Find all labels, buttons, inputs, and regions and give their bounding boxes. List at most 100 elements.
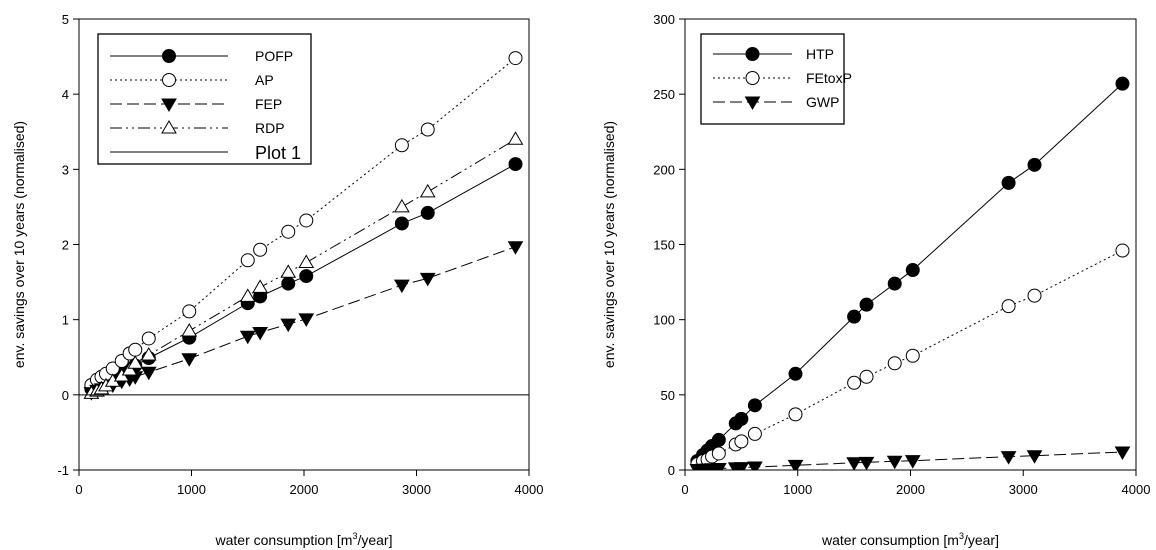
series-ap-point bbox=[281, 224, 296, 239]
chart-panel-2: 0 1000 2000 3000 4000 0 50 100 150 200 250 300 water… bbox=[601, 12, 1150, 548]
legend-ap-marker bbox=[162, 73, 176, 87]
series-gwp-point bbox=[747, 461, 763, 470]
series-htp-point bbox=[1001, 175, 1016, 190]
series-fep-point bbox=[280, 318, 297, 333]
y-tick-label: 5 bbox=[62, 12, 69, 27]
legend-plot-1-label: Plot 1 bbox=[255, 143, 301, 163]
series-rdp-point bbox=[121, 362, 138, 376]
y-tick-label: 50 bbox=[661, 388, 675, 403]
series-rdp-point bbox=[140, 347, 157, 361]
series-htp-point bbox=[887, 276, 902, 291]
series-gwp-point bbox=[1026, 450, 1043, 464]
y-tick-label: 2 bbox=[62, 238, 69, 253]
series-fetoxp-point bbox=[887, 356, 902, 371]
x-axis-label-superscript: 3 bbox=[352, 531, 357, 541]
series-rdp-point bbox=[507, 131, 524, 145]
legend-box bbox=[700, 33, 845, 125]
legend-pofp-marker bbox=[162, 49, 176, 63]
series-fep-point bbox=[140, 366, 157, 381]
x-axis-label-superscript: 3 bbox=[959, 531, 964, 541]
data-layer bbox=[689, 76, 1131, 470]
x-axis-label: water consumption [m3/year] bbox=[821, 531, 999, 548]
legend-rdp-label: RDP bbox=[255, 120, 285, 136]
series-ap-point bbox=[240, 253, 255, 268]
series-rdp-point bbox=[394, 198, 410, 213]
series-fep-point bbox=[252, 326, 268, 341]
series-rdp-point bbox=[181, 322, 198, 337]
legend-rdp-marker bbox=[161, 120, 177, 134]
y-tick-label: 3 bbox=[62, 162, 69, 177]
series-ap-point bbox=[299, 213, 314, 228]
x-axis-label-main: water consumption [m bbox=[215, 532, 353, 548]
series-rdp-point bbox=[298, 254, 315, 269]
series-ap-point bbox=[394, 138, 409, 153]
series-fetoxp-point bbox=[747, 426, 762, 441]
x-tick-label: 4000 bbox=[515, 482, 544, 497]
legend-pofp-label: POFP bbox=[255, 48, 293, 64]
x-tick-label: 3000 bbox=[1009, 482, 1038, 497]
series-fep-point bbox=[181, 353, 198, 367]
y-tick-label: -1 bbox=[57, 463, 69, 478]
series-rdp-line bbox=[91, 138, 516, 394]
series-gwp-point bbox=[846, 457, 862, 470]
legend: POFP AP FEP RDP Plot 1 bbox=[97, 33, 312, 165]
series-htp-point bbox=[905, 263, 920, 278]
legend-ap-label: AP bbox=[255, 72, 274, 88]
series-gwp-point bbox=[904, 455, 921, 469]
series-htp-point bbox=[847, 309, 862, 324]
y-tick-label: 1 bbox=[62, 313, 69, 328]
series-htp-point bbox=[859, 297, 874, 312]
legend-fep-marker bbox=[161, 98, 177, 112]
series-rdp-point bbox=[252, 279, 268, 293]
series-pofp-point bbox=[299, 269, 314, 284]
legend: HTP FEtoxP GWP bbox=[700, 33, 852, 125]
series-fetoxp-point bbox=[1001, 299, 1016, 314]
series-gwp-point bbox=[733, 462, 750, 470]
series-gwp-point bbox=[1114, 446, 1131, 460]
series-fetoxp-point bbox=[1115, 243, 1130, 258]
series-gwp-point bbox=[886, 455, 903, 470]
series-fep-point bbox=[419, 272, 436, 287]
series-gwp-point bbox=[858, 456, 875, 470]
series-ap-point bbox=[420, 122, 435, 137]
x-tick-label: 1000 bbox=[783, 482, 812, 497]
series-fetoxp-point bbox=[859, 369, 874, 384]
series-htp-point bbox=[788, 366, 803, 381]
legend-gwp-label: GWP bbox=[806, 94, 839, 110]
y-tick-label: 0 bbox=[62, 388, 69, 403]
series-gwp-point bbox=[787, 459, 804, 470]
series-ap-point bbox=[182, 304, 197, 319]
series-rdp-point bbox=[280, 264, 297, 278]
x-tick-label: 1000 bbox=[177, 482, 206, 497]
x-tick-label: 0 bbox=[75, 482, 82, 497]
series-fetoxp-point bbox=[734, 434, 749, 449]
legend-fetoxp-marker bbox=[745, 71, 760, 85]
series-gwp-point bbox=[710, 462, 727, 470]
series-fep-point bbox=[394, 279, 410, 294]
x-tick-label: 4000 bbox=[1122, 482, 1151, 497]
legend-fep-label: FEP bbox=[255, 96, 282, 112]
series-fep-point bbox=[298, 313, 315, 327]
y-tick-label: 0 bbox=[668, 463, 675, 478]
series-ap-point bbox=[141, 331, 156, 346]
y-tick-label: 150 bbox=[653, 238, 675, 253]
y-tick-label: 4 bbox=[62, 87, 69, 102]
series-ap-point bbox=[253, 242, 268, 257]
x-tick-label: 2000 bbox=[290, 482, 319, 497]
x-axis-label-suffix: /year] bbox=[357, 532, 392, 548]
y-tick-label: 200 bbox=[653, 162, 675, 177]
y-tick-label: 250 bbox=[653, 87, 675, 102]
series-rdp-point bbox=[239, 288, 256, 302]
series-gwp-point bbox=[1000, 451, 1017, 465]
y-axis-label: env. savings over 10 years (normalised) bbox=[11, 121, 27, 368]
x-tick-label: 2000 bbox=[896, 482, 925, 497]
x-axis-label: water consumption [m3/year] bbox=[215, 531, 393, 548]
series-gwp-line bbox=[697, 451, 1123, 470]
series-fetoxp-point bbox=[905, 348, 920, 363]
series-ap-point bbox=[508, 51, 523, 66]
series-fetoxp-line bbox=[697, 250, 1123, 465]
series-htp-point bbox=[1027, 157, 1042, 172]
x-tick-label: 3000 bbox=[402, 482, 431, 497]
series-htp-point bbox=[1115, 76, 1130, 91]
